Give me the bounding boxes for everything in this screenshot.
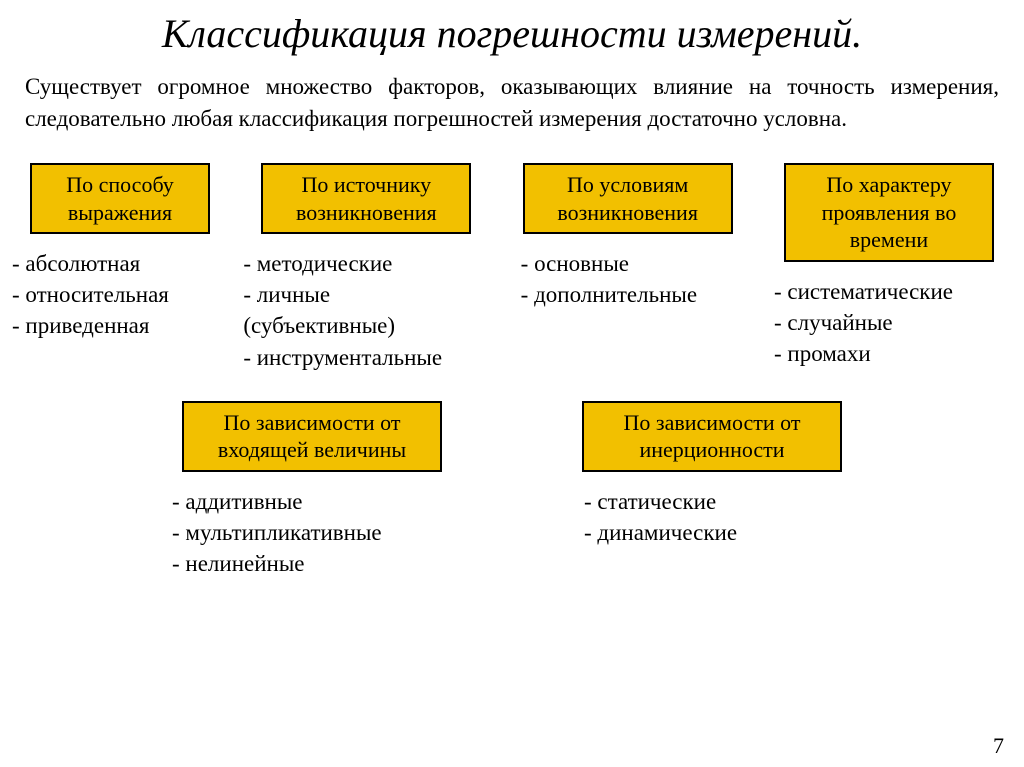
item: - приведенная: [12, 310, 169, 341]
item: - инструментальные: [243, 342, 442, 373]
categories-row-2: По зависимости от входящей величины - ад…: [20, 401, 1004, 579]
box-inertia-dependency-l1: По зависимости от: [624, 410, 801, 435]
items-source: - методические - личные (субъективные) -…: [243, 248, 442, 372]
item: - относительная: [12, 279, 169, 310]
page-number: 7: [993, 733, 1004, 759]
items-input-dependency: - аддитивные - мультипликативные - нелин…: [172, 486, 382, 579]
col-source: По источнику возникновения - методически…: [251, 163, 481, 372]
box-conditions-l1: По условиям: [567, 172, 688, 197]
item: - аддитивные: [172, 486, 382, 517]
box-expression-l2: выражения: [68, 200, 172, 225]
box-character-l1: По характеру: [826, 172, 951, 197]
item: - нелинейные: [172, 548, 382, 579]
box-inertia-dependency-l2: инерционности: [639, 437, 784, 462]
item: - промахи: [774, 338, 953, 369]
box-conditions-l2: возникновения: [557, 200, 698, 225]
item: - случайные: [774, 307, 953, 338]
box-character-l2: проявления во: [822, 200, 957, 225]
page-title: Классификация погрешности измерений.: [20, 10, 1004, 57]
item: - систематические: [774, 276, 953, 307]
item: - абсолютная: [12, 248, 169, 279]
box-input-dependency: По зависимости от входящей величины: [182, 401, 442, 472]
box-expression: По способу выражения: [30, 163, 210, 234]
item: - мультипликативные: [172, 517, 382, 548]
item: - основные: [521, 248, 697, 279]
col-inertia-dependency: По зависимости от инерционности - статич…: [572, 401, 852, 579]
box-conditions: По условиям возникновения: [523, 163, 733, 234]
item: - статические: [584, 486, 737, 517]
items-expression: - абсолютная - относительная - приведенн…: [12, 248, 169, 341]
col-expression: По способу выражения - абсолютная - отно…: [20, 163, 220, 341]
box-source-l1: По источнику: [301, 172, 431, 197]
col-input-dependency: По зависимости от входящей величины - ад…: [172, 401, 452, 579]
intro-paragraph: Существует огромное множество факторов, …: [25, 71, 999, 135]
box-expression-l1: По способу: [66, 172, 174, 197]
box-source: По источнику возникновения: [261, 163, 471, 234]
col-conditions: По условиям возникновения - основные - д…: [513, 163, 743, 310]
item: - дополнительные: [521, 279, 697, 310]
categories-row-1: По способу выражения - абсолютная - отно…: [20, 163, 1004, 372]
item: (субъективные): [243, 310, 442, 341]
box-input-dependency-l1: По зависимости от: [224, 410, 401, 435]
item: - методические: [243, 248, 442, 279]
box-character-l3: времени: [850, 227, 928, 252]
box-input-dependency-l2: входящей величины: [218, 437, 406, 462]
item: - динамические: [584, 517, 737, 548]
box-source-l2: возникновения: [296, 200, 437, 225]
items-inertia-dependency: - статические - динамические: [584, 486, 737, 548]
box-inertia-dependency: По зависимости от инерционности: [582, 401, 842, 472]
items-conditions: - основные - дополнительные: [521, 248, 697, 310]
col-character: По характеру проявления во времени - сис…: [774, 163, 1004, 369]
items-character: - систематические - случайные - промахи: [774, 276, 953, 369]
item: - личные: [243, 279, 442, 310]
box-character: По характеру проявления во времени: [784, 163, 994, 262]
